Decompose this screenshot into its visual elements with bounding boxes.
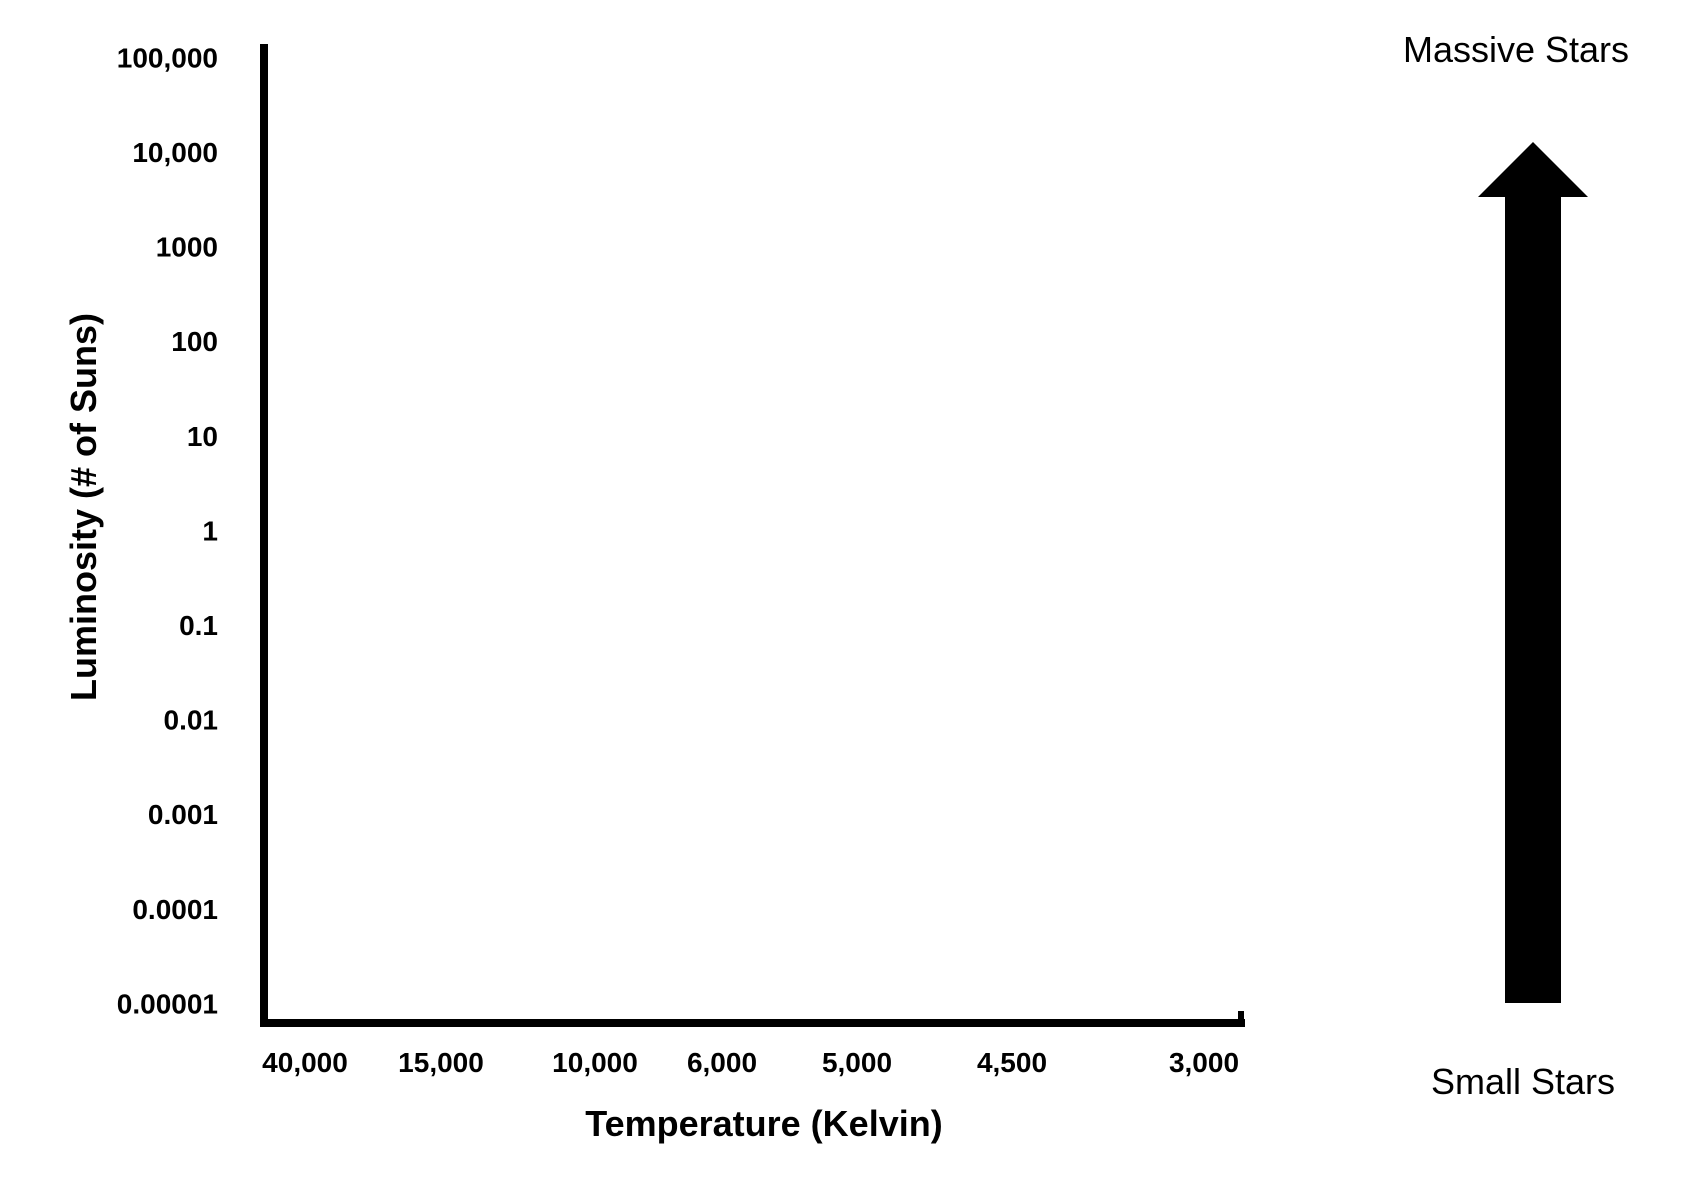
y-tick-label: 100: [171, 326, 218, 357]
y-tick-label: 0.1: [179, 610, 218, 641]
x-tick-label: 40,000: [262, 1047, 348, 1078]
y-tick-label: 0.0001: [132, 894, 218, 925]
y-tick-label: 10: [187, 421, 218, 452]
y-tick-label: 1000: [156, 232, 218, 263]
x-tick-label: 6,000: [687, 1047, 757, 1078]
y-tick-label: 1: [202, 515, 218, 546]
up-arrow-icon: [1478, 142, 1588, 1003]
x-axis-title: Temperature (Kelvin): [585, 1103, 942, 1144]
x-tick-label: 4,500: [977, 1047, 1047, 1078]
y-tick-label: 10,000: [132, 137, 218, 168]
y-tick-label: 100,000: [117, 42, 218, 73]
y-tick-labels: 100,000 10,000 1000 100 10 1 0.1 0.01 0.001 0.000…: [117, 42, 218, 1019]
x-tick-label: 10,000: [552, 1047, 638, 1078]
x-tick-label: 5,000: [822, 1047, 892, 1078]
y-tick-label: 0.001: [148, 799, 218, 830]
small-stars-label: Small Stars: [1431, 1061, 1615, 1102]
x-tick-label: 3,000: [1169, 1047, 1239, 1078]
y-axis-title: Luminosity (# of Suns): [63, 313, 104, 701]
massive-stars-label: Massive Stars: [1403, 29, 1629, 70]
y-tick-label: 0.00001: [117, 988, 218, 1019]
y-tick-label: 0.01: [164, 705, 219, 736]
x-tick-labels: 40,000 15,000 10,000 6,000 5,000 4,500 3,000: [262, 1047, 1239, 1078]
x-tick-label: 15,000: [398, 1047, 484, 1078]
